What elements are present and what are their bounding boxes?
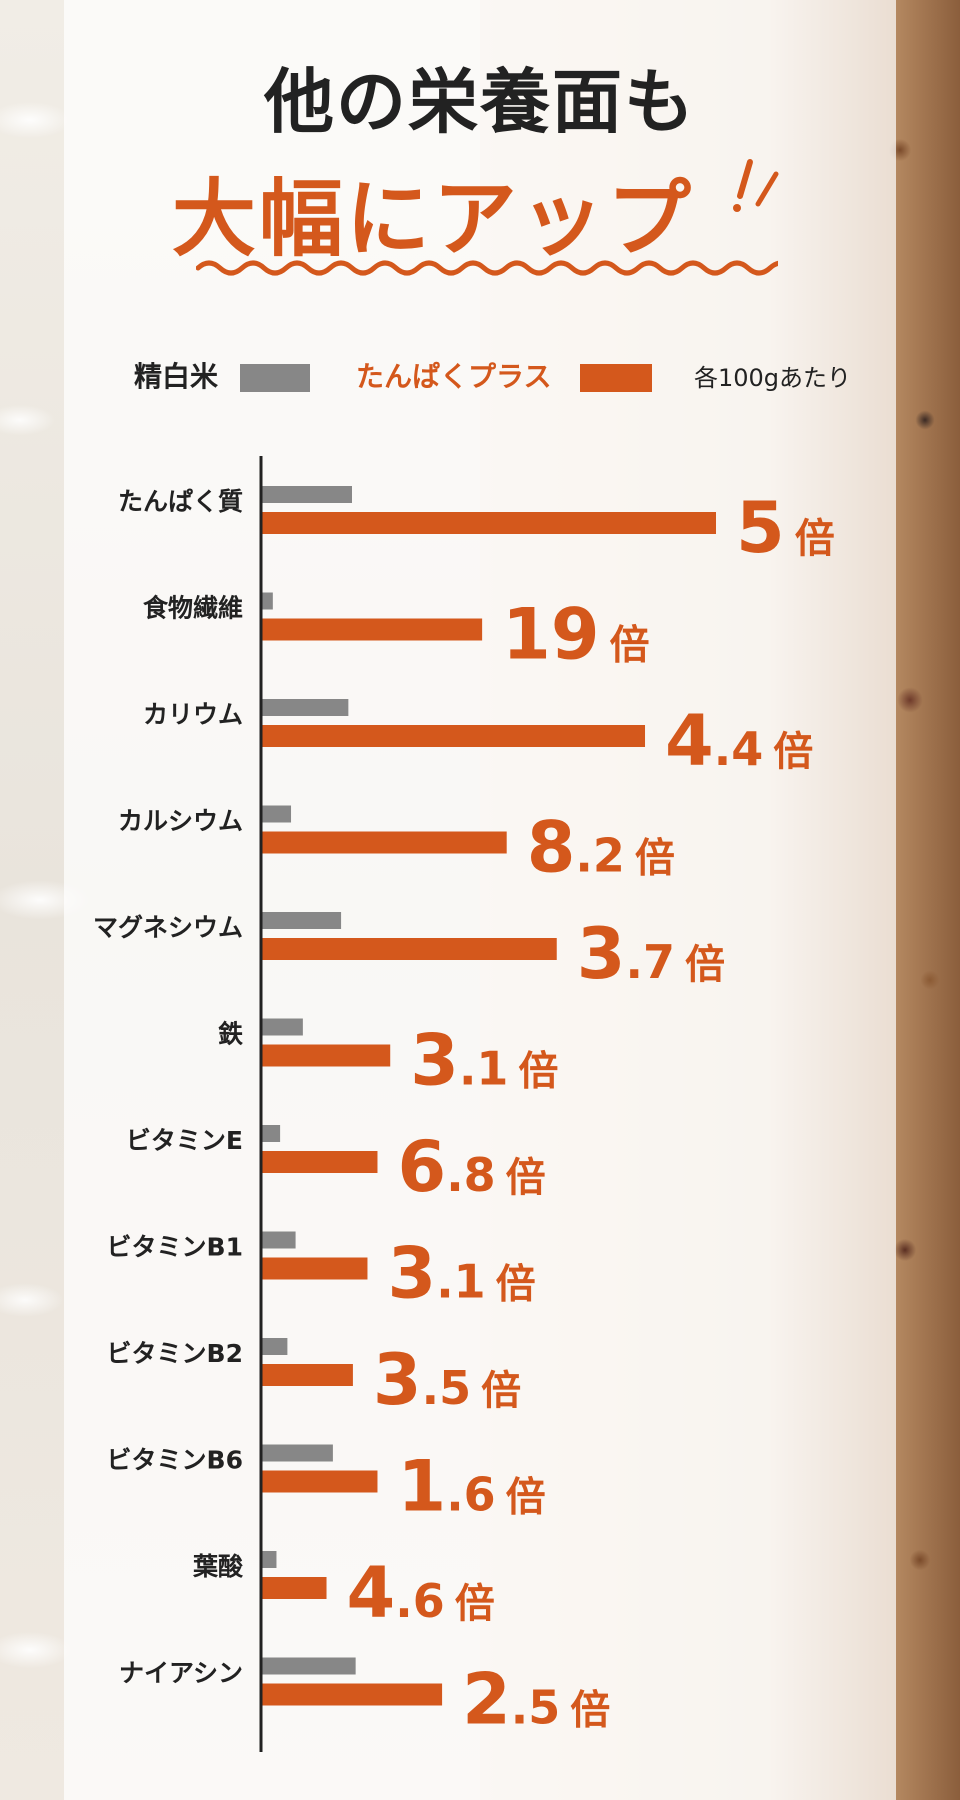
legend-label-white-rice: 精白米 <box>134 360 219 393</box>
bar-white-rice <box>261 699 349 716</box>
category-label: ビタミンB1 <box>107 1233 243 1262</box>
category-label: カリウム <box>143 700 243 729</box>
bar-tanpaku-plus <box>261 618 483 641</box>
bar-tanpaku-plus <box>261 1683 443 1706</box>
category-label: たんぱく質 <box>118 487 243 516</box>
multiplier-label: 4.4 倍 <box>665 700 813 782</box>
bar-white-rice <box>261 912 342 929</box>
bar-tanpaku-plus <box>261 1257 368 1280</box>
multiplier-label: 2.5 倍 <box>462 1659 610 1741</box>
content-panel <box>64 0 896 1800</box>
category-label: 葉酸 <box>192 1552 244 1581</box>
bar-white-rice <box>261 1231 296 1249</box>
category-label: 鉄 <box>218 1020 243 1049</box>
wavy-underline <box>196 260 778 276</box>
multiplier-label: 4.6 倍 <box>347 1552 495 1634</box>
bar-white-rice <box>261 592 273 610</box>
bar-white-rice <box>261 1338 288 1355</box>
legend-swatch-white-rice <box>240 364 310 392</box>
bar-white-rice <box>261 1657 356 1675</box>
category-label: カルシウム <box>118 807 243 836</box>
category-label: ナイアシン <box>119 1659 243 1688</box>
bar-tanpaku-plus <box>261 1151 378 1173</box>
bar-white-rice <box>261 805 292 823</box>
bar-white-rice <box>261 1444 333 1462</box>
category-label: 食物繊維 <box>143 594 243 623</box>
bar-tanpaku-plus <box>261 1577 327 1599</box>
multiplier-label: 1.6 倍 <box>397 1446 545 1528</box>
multiplier-label: 3.1 倍 <box>387 1233 535 1315</box>
category-label: ビタミンE <box>126 1126 243 1155</box>
bar-tanpaku-plus <box>261 1044 391 1067</box>
multiplier-label: 3.1 倍 <box>410 1020 558 1102</box>
heading-line1: 他の栄養面も <box>264 61 696 143</box>
chart-legend: 精白米 たんぱくプラス 各100gあたり <box>0 358 960 398</box>
bar-tanpaku-plus <box>261 938 557 960</box>
category-label: マグネシウム <box>93 913 243 942</box>
bar-tanpaku-plus <box>261 1364 353 1386</box>
bar-white-rice <box>261 1018 303 1036</box>
category-label: ビタミンB2 <box>107 1339 243 1368</box>
bar-white-rice <box>261 1125 281 1142</box>
bar-tanpaku-plus <box>261 725 646 747</box>
multiplier-label: 3.5 倍 <box>373 1339 521 1421</box>
legend-swatch-tanpaku-plus <box>580 364 652 392</box>
multiplier-label: 19 倍 <box>502 594 649 676</box>
heading-line2-text: 大幅にアップ <box>171 170 694 268</box>
bar-white-rice <box>261 1551 277 1568</box>
multiplier-label: 8.2 倍 <box>527 807 675 889</box>
bar-white-rice <box>261 486 352 503</box>
heading-line2: 大幅にアップ <box>0 152 960 273</box>
bar-tanpaku-plus <box>261 831 507 854</box>
bar-tanpaku-plus <box>261 512 716 534</box>
multiplier-label: 3.7 倍 <box>577 913 725 995</box>
legend-label-tanpaku-plus: たんぱくプラス <box>356 360 552 393</box>
category-label: ビタミンB6 <box>107 1446 243 1475</box>
bar-tanpaku-plus <box>261 1470 378 1493</box>
multiplier-label: 6.8 倍 <box>397 1126 545 1208</box>
legend-note-per-100g: 各100gあたり <box>694 364 852 392</box>
emphasis-marks-icon <box>733 159 779 212</box>
